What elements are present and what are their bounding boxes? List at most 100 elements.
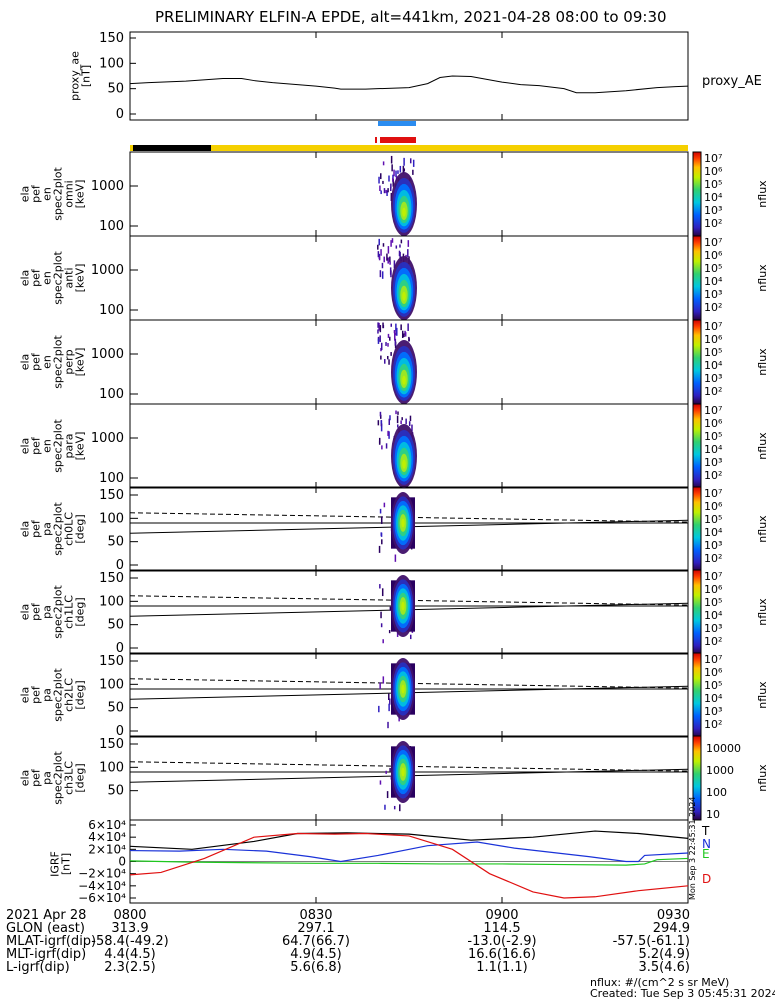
colorbar-tick: 10² [704,469,722,482]
colorbar-tick: 10⁴ [704,275,723,288]
spectrogram-speckle [377,338,380,344]
spectrogram-blob-ch0LC-layer [401,518,405,528]
spectrogram-speckle [397,424,399,428]
spectrogram-speckle [393,330,396,334]
spectrogram-speckle [389,261,391,265]
spectrogram-speckle [386,791,389,799]
colorbar-tick: 10⁴ [704,443,723,456]
spectrogram-speckle [387,355,389,360]
spectrogram-ylabel-ch3LC-line: [deg] [74,763,87,792]
spectrogram-speckle [409,158,412,164]
spectrogram-speckle [382,322,384,329]
spectrogram-speckle [412,169,414,175]
ephemeris-value: 1.1(1.1) [476,960,528,975]
spectrogram-ylabel-anti-line: ela [19,270,32,287]
ephemeris-value: -57.5(-61.1) [613,934,690,949]
igrf-legend-E: E [702,847,710,861]
spectrogram-speckle [378,238,380,246]
spectrogram-blob-ch1LC [391,575,415,637]
spectrogram-speckle [386,190,388,197]
ephemeris-value: 294.9 [653,921,690,936]
colorbar-tick: 10⁷ [704,152,722,165]
spectrogram-speckle [388,431,390,439]
spectrogram-speckle [379,270,382,278]
spectrogram-speckle [403,157,405,166]
proxy-ae-frame [129,31,689,121]
pitch-ytick: 0 [116,724,124,739]
colorbar-tick: 10⁷ [704,487,722,500]
spectrogram-speckle [390,352,392,356]
colorbar-tick: 10⁷ [704,236,722,249]
colorbar-tick: 10⁵ [704,679,722,692]
pitch-ytick: 150 [99,488,124,503]
spectrogram-speckle [377,244,379,250]
ephemeris-value: 114.5 [483,921,520,936]
ephemeris-value: 0930 [657,908,690,923]
spectrogram-speckle [399,165,402,173]
spectrogram-speckle [402,253,405,258]
pitch-ytick: 150 [99,737,124,752]
spectrogram-speckle [411,424,413,432]
ephemeris-value: 0830 [299,908,332,923]
spectrogram-frame-ch0LC [129,486,689,572]
spectrogram-speckle [387,343,389,347]
spectrogram-speckle [387,188,389,193]
energy-ytick: 100 [99,303,124,318]
spectrogram-speckle [395,245,398,249]
ephemeris-value: 64.7(66.7) [282,934,350,949]
spectrogram-speckle [387,430,389,436]
spectrogram-speckle [388,359,390,365]
energy-ytick: 100 [99,219,124,234]
proxy-ae-ylabel-line: proxy_ae [69,51,82,101]
colorbar-tick: 10⁴ [704,191,723,204]
spectrogram-speckle [397,170,399,174]
proxy-ae-ytick: 100 [99,56,124,71]
pitch-ytick: 100 [99,594,124,609]
colorbar-ch2LC [692,652,702,738]
colorbar-tick: 10³ [704,539,722,552]
spectrogram-speckle [389,698,391,705]
spectrogram-speckle [394,338,397,346]
colorbar-label-ch1LC: nflux [756,598,769,626]
spectrogram-speckle [388,630,391,634]
ephemeris-value: 297.1 [297,921,334,936]
spectrogram-speckle [389,187,392,192]
colorbar-ch1LC [692,569,702,655]
ephemeris-value: 5.6(6.8) [290,960,342,975]
spectrogram-speckle [382,639,384,644]
spectrogram-speckle [389,606,392,611]
spectrogram-ylabel-ch2LC-line: pef [30,685,43,704]
loss-cone-dashed-line [129,678,689,689]
ephemeris-value: -13.0(-2.9) [467,934,536,949]
spectrogram-ylabel-anti-line: en [41,271,54,285]
spectrogram-speckle [381,445,383,450]
pitch-ytick: 50 [107,535,124,550]
colorbar-tick: 10² [704,718,722,731]
spectrogram-speckle [379,185,381,191]
colorbar-tick: 10⁴ [704,526,723,539]
spectrogram-blob-ch0LC [391,492,415,554]
spectrogram-speckle [387,721,389,729]
spectrogram-ylabel-omni-line: spec2plot [52,167,65,221]
pitch-ytick: 100 [99,511,124,526]
spectrogram-speckle [389,415,391,421]
spectrogram-blob-omni-layer [402,207,406,217]
spectrogram-speckle [377,420,380,426]
colorbar-tick: 10³ [704,456,722,469]
ephemeris-label: MLAT-igrf(dip) [6,934,96,949]
pitch-ytick: 0 [116,558,124,573]
pitch-ytick: 50 [107,618,124,633]
colorbar-omni [692,151,702,237]
footer-created: Created: Tue Sep 3 05:45:31 2024 [590,987,775,1000]
spectrogram-speckle [408,421,411,427]
proxy-ae-ytick: 50 [107,82,124,97]
spectrogram-speckle [380,342,383,351]
spectrogram-speckle [389,336,391,341]
colorbar-tick: 10⁶ [704,666,723,679]
spectrogram-speckle [387,257,389,264]
spectrogram-speckle [396,631,399,637]
ephemeris-value: 2.3(2.5) [104,960,156,975]
spectrogram-speckle [382,161,385,166]
spectrogram-speckle [393,169,395,177]
